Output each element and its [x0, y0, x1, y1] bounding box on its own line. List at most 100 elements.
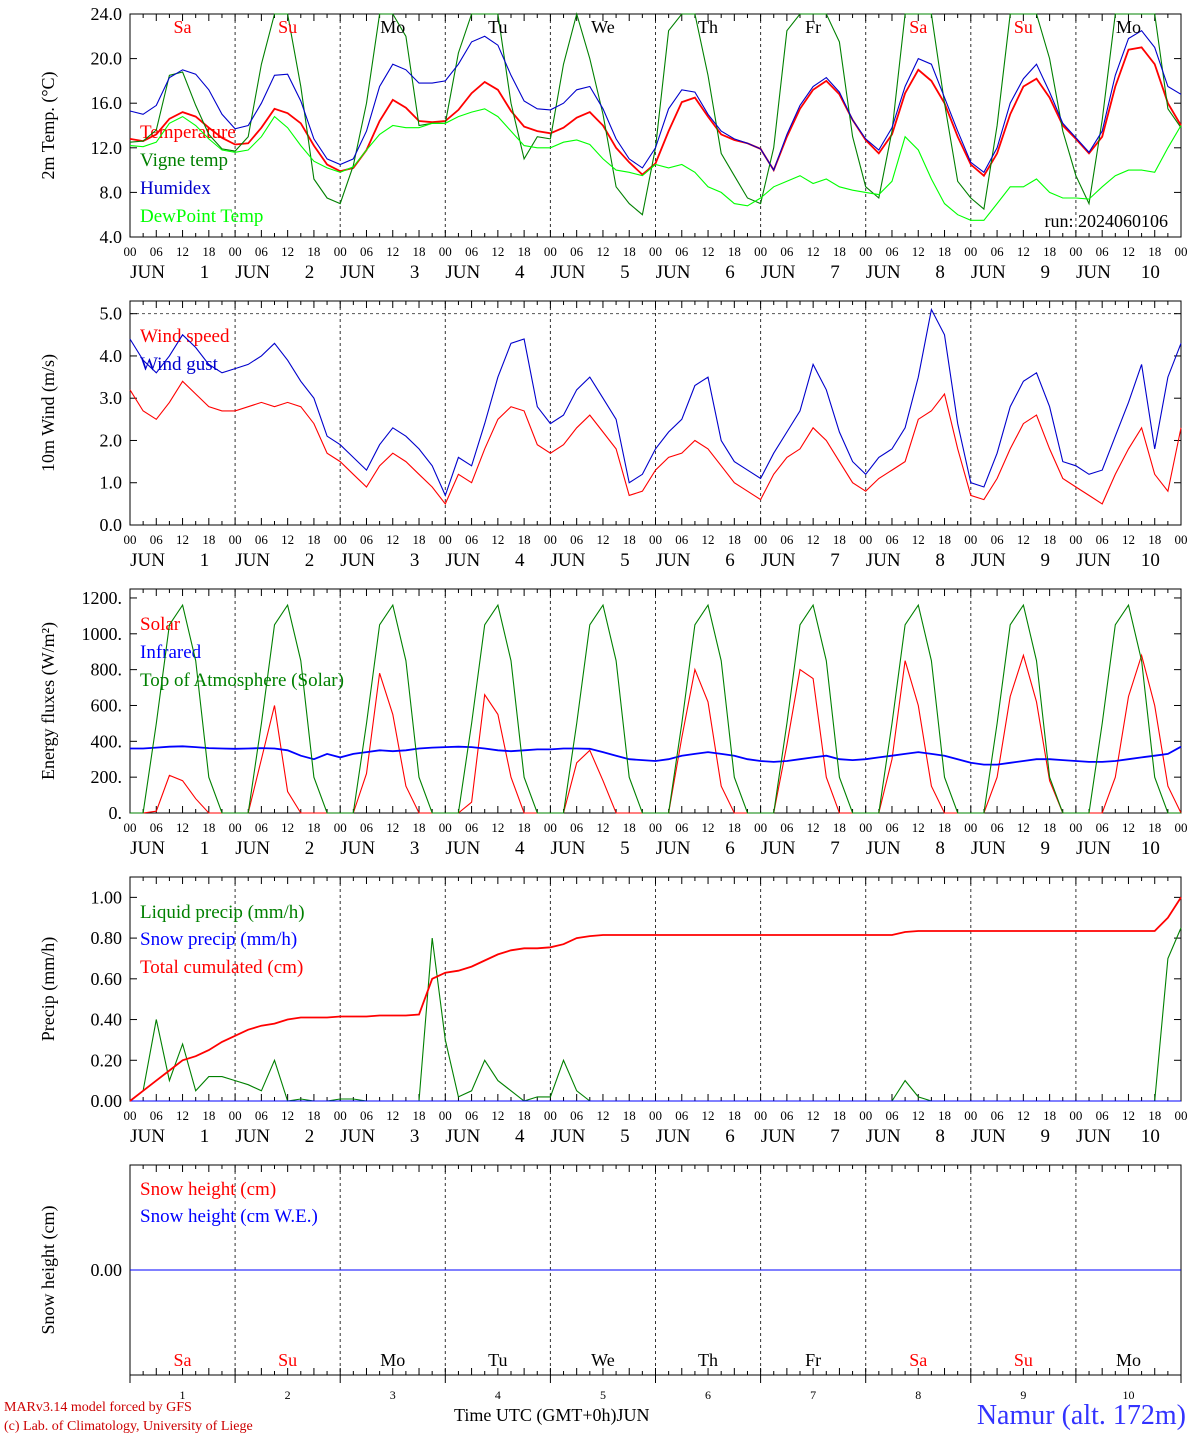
day-tick-label: 10	[1141, 550, 1160, 571]
hour-tick-label: 06	[675, 820, 689, 835]
hour-tick-label: 00	[439, 244, 452, 259]
y-tick-label: 3.0	[100, 388, 123, 408]
hour-tick-label: 06	[255, 820, 269, 835]
weekday-label: Mo	[1116, 17, 1141, 37]
day-tick-label: 8	[935, 550, 945, 571]
hour-tick-label: 00	[649, 1108, 662, 1123]
hour-tick-label: 12	[807, 244, 820, 259]
y-tick-label: 1200.	[82, 588, 123, 608]
hour-tick-label: 12	[1017, 532, 1030, 547]
y-tick-label: 1.0	[100, 473, 123, 493]
weekday-label: Fr	[805, 1350, 821, 1370]
weekday-label: Sa	[909, 17, 927, 37]
hour-tick-label: 00	[754, 820, 767, 835]
hour-tick-label: 06	[1096, 244, 1110, 259]
y-tick-label: 4.0	[100, 346, 123, 366]
hour-tick-label: 00	[1069, 244, 1082, 259]
day-tick-label: 7	[830, 262, 840, 283]
hour-tick-label: 12	[1122, 1108, 1135, 1123]
day-tick-label: 10	[1141, 838, 1160, 859]
day-tick-label: 7	[830, 550, 840, 571]
day-tick-label: 10	[1141, 1126, 1160, 1147]
hour-tick-label: 06	[1096, 532, 1110, 547]
hour-tick-label: 12	[912, 1108, 925, 1123]
legend-entry: Vigne temp	[140, 150, 228, 171]
month-tick-label: JUN	[550, 838, 585, 859]
series-line-flux-1	[130, 745, 1182, 766]
month-tick-label: JUN	[1076, 1126, 1111, 1147]
day-tick-label: 6	[725, 838, 735, 859]
weekday-label: Su	[278, 17, 297, 37]
month-tick-label: JUN	[866, 838, 901, 859]
hour-tick-label: 18	[623, 244, 636, 259]
month-tick-label: JUN	[130, 1126, 165, 1147]
weekday-label: Su	[1014, 17, 1033, 37]
legend-entry: Snow height (cm W.E.)	[140, 1206, 318, 1227]
series-line-temp-0	[129, 46, 1182, 178]
hour-tick-label: 12	[1017, 1108, 1030, 1123]
day-tick-label: 8	[935, 838, 945, 859]
hour-tick-label: 12	[702, 532, 715, 547]
hour-tick-label: 06	[150, 1108, 164, 1123]
legend-entry: Humidex	[140, 178, 211, 199]
hour-tick-label: 18	[833, 244, 846, 259]
weekday-label: Tu	[488, 17, 507, 37]
weekday-label: Mo	[380, 1350, 405, 1370]
day-tick-label: 2	[305, 838, 315, 859]
hour-tick-label: 00	[544, 532, 557, 547]
hour-tick-label: 18	[728, 532, 741, 547]
day-tick-label: 5	[620, 550, 630, 571]
day-tick-label: 5	[620, 838, 630, 859]
month-tick-label: JUN	[656, 550, 691, 571]
hour-tick-label: 00	[859, 532, 872, 547]
y-tick-label: 24.0	[91, 4, 123, 24]
hour-tick-label: 18	[1043, 820, 1056, 835]
y-axis-title-precip: Precip (mm/h)	[38, 937, 59, 1041]
hour-tick-label: 00	[754, 244, 767, 259]
hour-tick-label: 18	[202, 1108, 215, 1123]
hour-tick-label: 00	[544, 244, 557, 259]
hour-tick-label: 06	[991, 532, 1005, 547]
hour-tick-label: 00	[334, 1108, 347, 1123]
hour-tick-label: 12	[176, 244, 189, 259]
hour-tick-label: 18	[1043, 1108, 1056, 1123]
hour-tick-label: 06	[465, 1108, 479, 1123]
x-axis-title: Time UTC (GMT+0h)JUN	[454, 1405, 650, 1426]
hour-tick-label: 00	[124, 1108, 137, 1123]
weekday-label: Fr	[805, 17, 821, 37]
y-axis-title-temp: 2m Temp. (°C)	[38, 71, 59, 179]
day-number-label: 9	[1020, 1388, 1026, 1402]
month-tick-label: JUN	[445, 550, 480, 571]
hour-tick-label: 06	[570, 244, 584, 259]
day-tick-label: 1	[200, 1126, 210, 1147]
y-tick-label: 200.	[91, 767, 123, 787]
run-annotation: run: 2024060106	[1045, 211, 1169, 231]
y-axis-title-snow: Snow height (cm)	[38, 1206, 59, 1335]
hour-tick-label: 00	[124, 820, 137, 835]
hour-tick-label: 06	[255, 1108, 269, 1123]
day-tick-label: 3	[410, 1126, 420, 1147]
y-tick-label: 600.	[91, 695, 123, 715]
hour-tick-label: 00	[649, 820, 662, 835]
month-tick-label: JUN	[130, 550, 165, 571]
day-tick-label: 6	[725, 550, 735, 571]
hour-tick-label: 06	[780, 1108, 794, 1123]
day-tick-label: 4	[515, 262, 525, 283]
hour-tick-label: 18	[518, 532, 531, 547]
day-tick-label: 1	[200, 838, 210, 859]
hour-tick-label: 06	[780, 244, 794, 259]
month-tick-label: JUN	[761, 550, 796, 571]
month-tick-label: JUN	[656, 1126, 691, 1147]
hour-tick-label: 06	[465, 820, 479, 835]
hour-tick-label: 00	[229, 820, 242, 835]
month-tick-label: JUN	[866, 550, 901, 571]
month-tick-label: JUN	[971, 550, 1006, 571]
hour-tick-label: 00	[1175, 244, 1188, 259]
hour-tick-label: 18	[938, 244, 951, 259]
hour-tick-label: 00	[1175, 1108, 1188, 1123]
y-tick-label: 1.00	[91, 887, 123, 907]
day-tick-label: 7	[830, 1126, 840, 1147]
hour-tick-label: 18	[728, 244, 741, 259]
hour-tick-label: 06	[675, 244, 689, 259]
